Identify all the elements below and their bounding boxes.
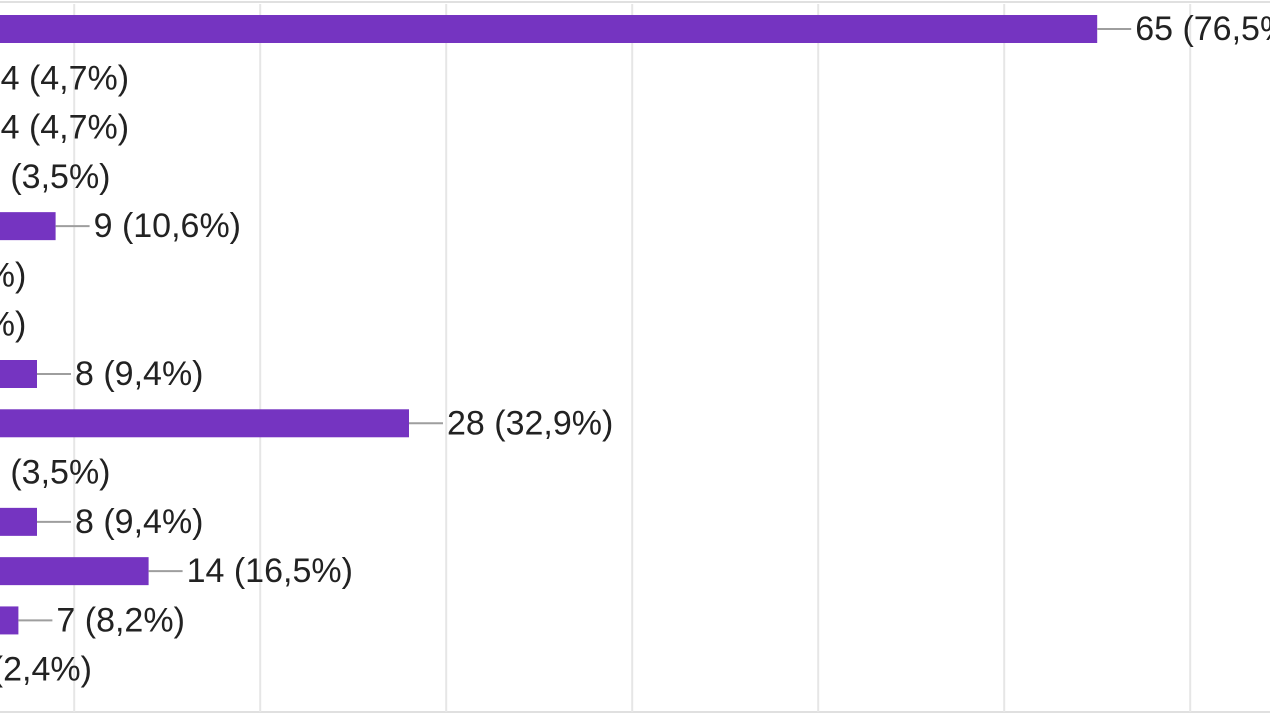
value-label: 3 (3,5%) [0, 454, 111, 492]
bar [0, 409, 409, 438]
value-label: 0 (0%) [0, 256, 26, 294]
value-label: 9 (10,6%) [94, 207, 241, 245]
bar [0, 606, 19, 635]
value-label: 14 (16,5%) [187, 552, 353, 590]
value-label: 7 (8,2%) [56, 601, 185, 639]
bar [0, 557, 149, 586]
value-label: 28 (32,9%) [447, 404, 613, 442]
value-label: 4 (4,7%) [1, 59, 130, 97]
bar [0, 15, 1098, 43]
bar [0, 507, 37, 536]
value-label: 65 (76,5%) [1135, 10, 1270, 48]
bar [0, 212, 56, 241]
value-label: 8 (9,4%) [75, 503, 204, 541]
value-label: 2 (2,4%) [0, 651, 92, 689]
bar [0, 360, 37, 388]
value-label: 3 (3,5%) [0, 158, 111, 196]
value-label: 0 (0%) [0, 306, 26, 344]
value-label: 8 (9,4%) [75, 355, 204, 393]
value-label: 4 (4,7%) [1, 109, 130, 147]
